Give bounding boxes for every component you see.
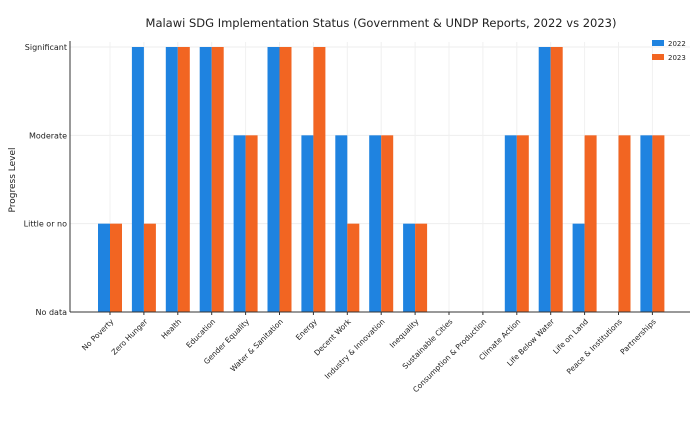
y-tick-label: Moderate	[29, 131, 67, 140]
bar-2022	[403, 223, 416, 312]
bar-2023	[618, 135, 631, 312]
bar-2022	[335, 135, 348, 312]
bar-2023	[381, 135, 394, 312]
bar-2023	[584, 135, 597, 312]
bar-2023	[415, 223, 428, 312]
bar-2023	[550, 47, 563, 312]
x-tick-label: Health	[159, 317, 183, 341]
x-tick-label: Inequality	[388, 317, 421, 350]
bar-2023	[313, 47, 326, 312]
chart-title: Malawi SDG Implementation Status (Govern…	[146, 16, 617, 30]
bar-2022	[233, 135, 246, 312]
bar-2022	[504, 135, 517, 312]
y-tick-label: No data	[36, 308, 68, 317]
bar-2022	[199, 47, 212, 312]
x-tick-label: Industry & Innovation	[323, 317, 387, 381]
bar-2023	[652, 135, 665, 312]
bar-2023	[279, 47, 292, 312]
bar-2022	[98, 223, 110, 312]
bar-2023	[211, 47, 224, 312]
bar-2022	[640, 135, 653, 312]
bar-2023	[177, 47, 190, 312]
legend-label: 2023	[668, 54, 686, 62]
bar-2023	[516, 135, 529, 312]
legend-swatch-2023	[652, 54, 664, 60]
bar-2022	[572, 223, 585, 312]
y-tick-label: Significant	[25, 43, 67, 52]
x-tick-label: Zero Hunger	[110, 316, 150, 356]
y-axis-label: Progress Level	[8, 147, 18, 212]
bar-2022	[165, 47, 178, 312]
x-tick-label: Education	[184, 317, 217, 350]
x-tick-label: Energy	[294, 317, 319, 342]
bar-2022	[131, 47, 144, 312]
x-tick-label: No Poverty	[80, 317, 116, 353]
bar-2022	[369, 135, 382, 312]
bar-2023	[245, 135, 258, 312]
bar-2023	[347, 223, 360, 312]
x-tick-label: Partnerships	[618, 317, 657, 356]
bar-2022	[267, 47, 280, 312]
legend: 2022 2023	[652, 40, 686, 62]
bar-2022	[301, 135, 314, 312]
bar-2023	[143, 223, 156, 312]
bar-2022	[538, 47, 551, 312]
legend-label: 2022	[668, 40, 686, 48]
bar-2023	[110, 223, 122, 312]
y-tick-label: Little or no	[24, 220, 67, 229]
legend-swatch-2022	[652, 40, 664, 46]
